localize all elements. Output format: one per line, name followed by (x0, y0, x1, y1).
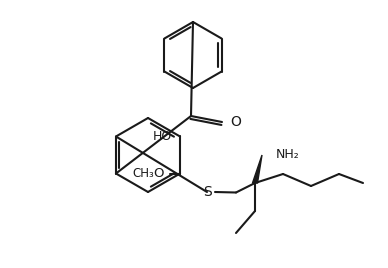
Text: O: O (230, 115, 241, 129)
Text: O: O (154, 167, 164, 180)
Text: NH₂: NH₂ (276, 147, 300, 161)
Text: HO: HO (153, 130, 172, 143)
Text: CH₃: CH₃ (132, 167, 154, 180)
Polygon shape (253, 155, 262, 183)
Text: S: S (203, 185, 211, 199)
